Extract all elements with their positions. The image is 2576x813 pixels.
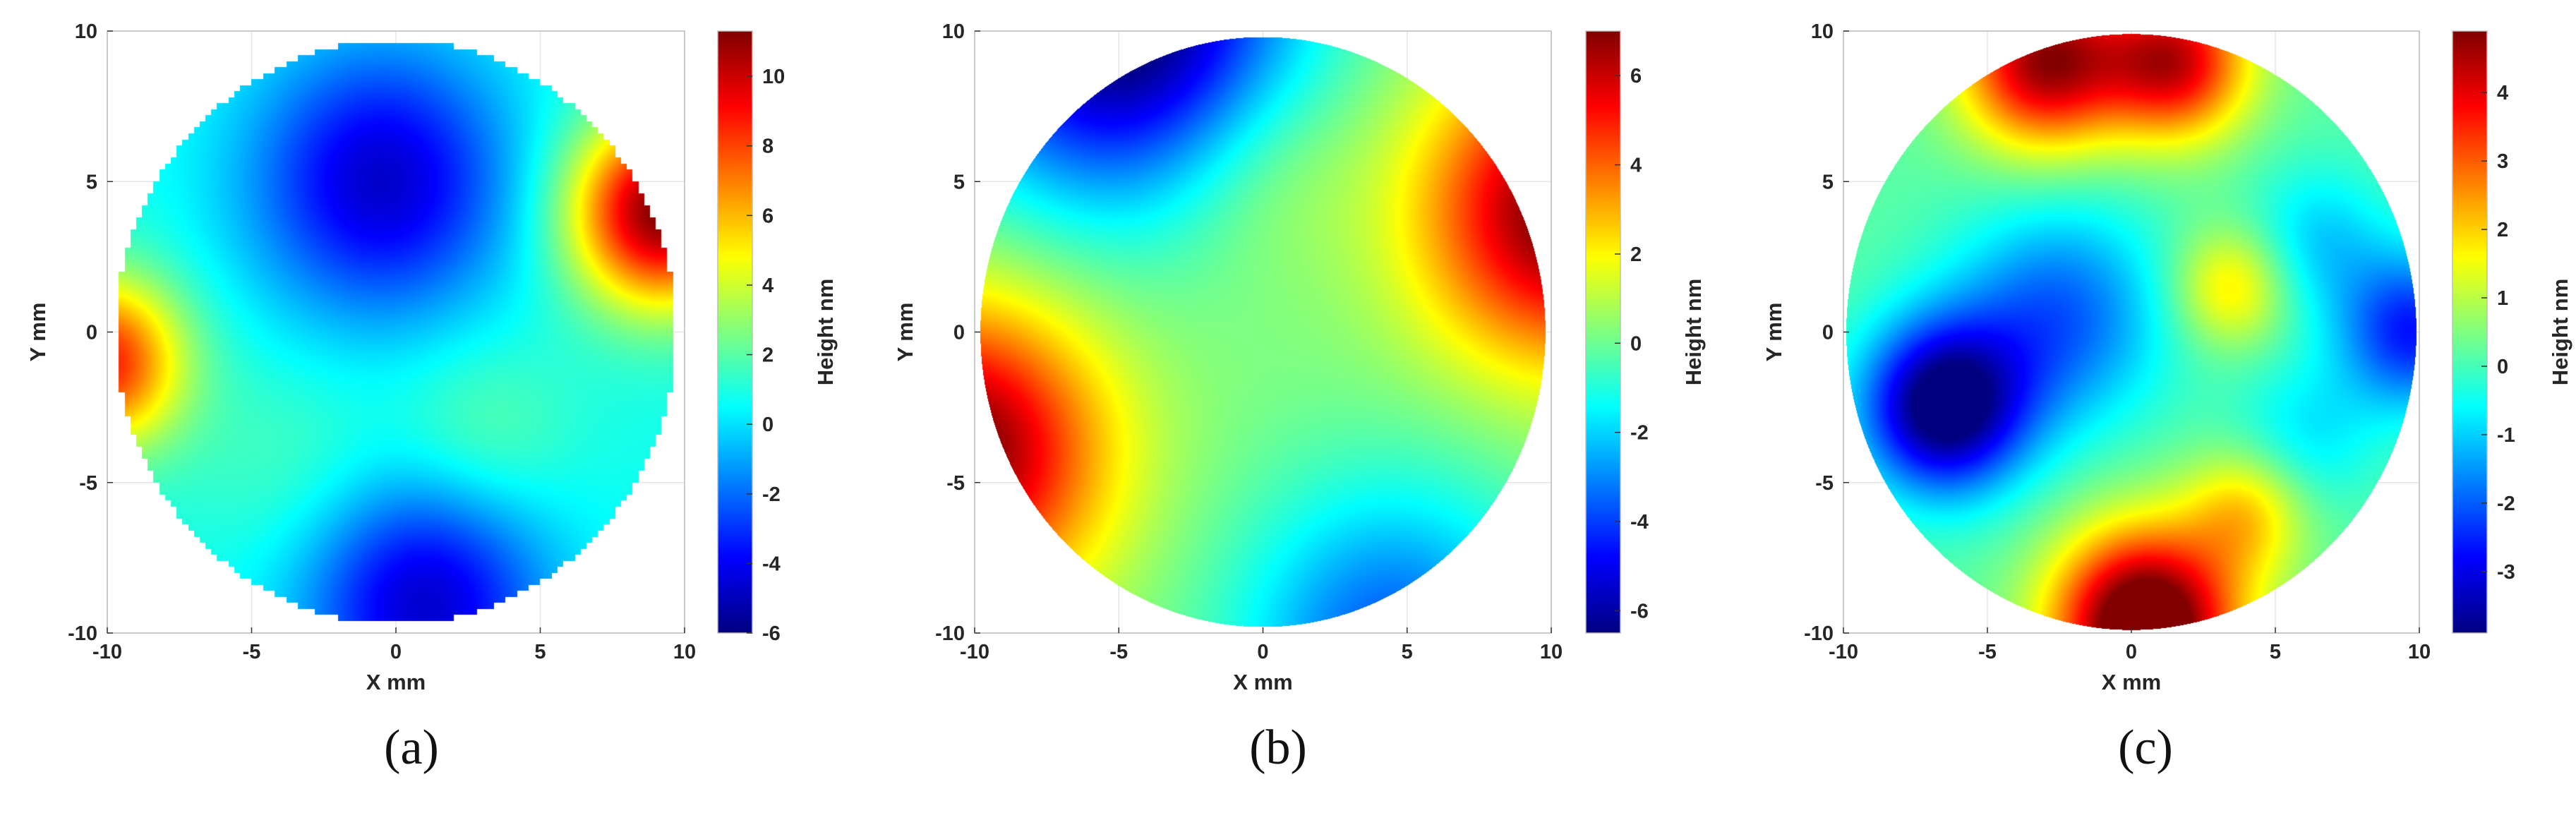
colorbar-tick-label: 4	[1630, 155, 1642, 177]
y-tick-label: -10	[1804, 622, 1834, 645]
colorbar-tick-label: -2	[2497, 493, 2515, 515]
y-tick-label: -10	[68, 622, 97, 645]
colorbar-tick-label: -1	[2497, 424, 2515, 447]
x-tick-label: 10	[673, 641, 696, 663]
colorbar-tick-label: -2	[762, 483, 781, 506]
colorbar-tick-label: 6	[1630, 65, 1642, 88]
colorbar-frame	[2452, 30, 2488, 634]
colorbar-tick-label: 3	[2497, 150, 2508, 173]
y-tick-label: 0	[86, 322, 97, 344]
y-axis-label: Y mm	[893, 303, 917, 362]
colorbar-tick-label: 0	[762, 414, 774, 436]
colorbar-tick-label: -6	[1630, 600, 1649, 622]
y-tick-label: -5	[79, 472, 97, 495]
colorbar-label: Height nm	[813, 279, 838, 386]
colorbar-tick-label: 0	[2497, 356, 2508, 378]
y-tick-label: 10	[942, 20, 965, 43]
colorbar	[2452, 31, 2487, 633]
y-axis-label: Y mm	[25, 303, 50, 362]
x-tick-label: -5	[243, 641, 261, 663]
colorbar-tick-label: -3	[2497, 561, 2515, 584]
y-tick-label: 5	[86, 171, 97, 193]
y-axis-label: Y mm	[1762, 303, 1786, 362]
x-axis-label: X mm	[2102, 670, 2161, 694]
y-tick-label: -10	[935, 622, 965, 645]
colorbar	[1586, 31, 1620, 633]
colorbar-tick-label: 0	[1630, 332, 1642, 355]
x-tick-label: 10	[2408, 641, 2431, 663]
x-tick-label: -5	[1109, 641, 1128, 663]
colorbar-tick-label: 6	[762, 205, 774, 227]
x-tick-label: 10	[1540, 641, 1563, 663]
colorbar-tick-label: -4	[762, 553, 781, 575]
colorbar-tick-label: -4	[1630, 511, 1649, 534]
y-tick-label: 10	[1811, 20, 1834, 43]
surface-heatmap	[1843, 31, 2419, 633]
y-tick-label: 0	[953, 322, 965, 344]
colorbar-label: Height nm	[1681, 279, 1706, 386]
y-tick-label: 5	[953, 171, 965, 193]
x-tick-label: -10	[1829, 641, 1858, 663]
y-tick-label: 0	[1822, 322, 1834, 344]
x-tick-label: -10	[960, 641, 989, 663]
y-tick-label: -5	[946, 472, 965, 495]
colorbar-tick-label: 4	[762, 275, 774, 297]
x-tick-label: 5	[534, 641, 546, 663]
colorbar-frame	[1585, 30, 1621, 634]
surface-heatmap	[975, 31, 1551, 633]
panel-b: -10 -5 0 5 10 -10 -5 0 5 10 X mm Y mm -6 -4 -2 0 2 4 6 Heig…	[893, 20, 1706, 775]
x-tick-label: 0	[2126, 641, 2137, 663]
x-tick-label: -10	[92, 641, 122, 663]
x-tick-label: -5	[1978, 641, 1997, 663]
x-tick-label: 0	[390, 641, 402, 663]
colorbar-tick-label: -6	[762, 622, 781, 645]
y-tick-label: 5	[1822, 171, 1834, 193]
x-axis-label: X mm	[1233, 670, 1292, 694]
surface-heatmap	[107, 31, 685, 633]
colorbar-label: Height nm	[2548, 279, 2572, 386]
colorbar	[718, 31, 752, 633]
colorbar-tick-label: 8	[762, 136, 774, 158]
colorbar-tick-label: -2	[1630, 422, 1649, 445]
colorbar-tick-label: 4	[2497, 82, 2508, 104]
colorbar-tick-label: 2	[2497, 219, 2508, 241]
x-tick-label: 5	[2270, 641, 2281, 663]
x-axis-label: X mm	[366, 670, 426, 694]
x-tick-label: 5	[1402, 641, 1413, 663]
x-tick-label: 0	[1257, 641, 1268, 663]
y-tick-label: -5	[1815, 472, 1834, 495]
y-tick-label: 10	[75, 20, 97, 43]
panel-caption: (a)	[384, 721, 439, 775]
colorbar-tick-label: 10	[762, 66, 785, 88]
colorbar-frame	[717, 30, 753, 634]
colorbar-tick-label: 1	[2497, 287, 2508, 310]
panel-a: -10 -5 0 5 10 -10 -5 0 5 10 X mm Y mm -6 -4 -2 0 2 4 6 8 10 H…	[25, 20, 838, 775]
panel-caption: (c)	[2118, 721, 2173, 775]
colorbar-tick-label: 2	[762, 344, 774, 367]
colorbar-tick-label: 2	[1630, 243, 1642, 266]
panel-caption: (b)	[1249, 721, 1307, 775]
